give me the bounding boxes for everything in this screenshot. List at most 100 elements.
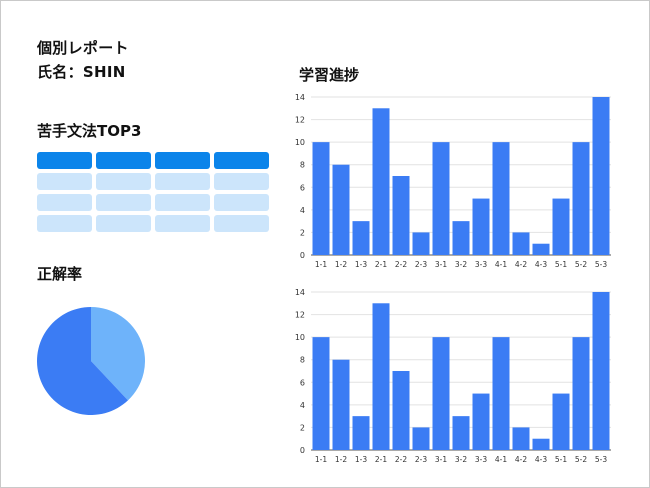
y-tick-label: 10 [295,333,305,342]
x-tick-label: 1-3 [355,260,367,269]
table-cell [155,173,210,190]
accuracy-pie-chart [37,307,145,415]
table-header-cell [214,152,269,169]
table-cell [214,173,269,190]
x-tick-label: 5-3 [595,455,607,464]
x-tick-label: 4-3 [535,260,547,269]
y-tick-label: 4 [300,206,305,215]
x-tick-label: 1-1 [315,455,327,464]
table-header-cell [155,152,210,169]
bar-5-2-b [572,337,590,450]
y-tick-label: 14 [295,93,305,102]
x-tick-label: 2-2 [395,455,407,464]
bar-2-2-a [392,176,410,255]
x-tick-label: 2-2 [395,260,407,269]
y-tick-label: 6 [300,378,305,387]
bar-3-2-b [452,416,470,450]
bar-1-3-a [352,221,370,255]
y-tick-label: 2 [300,228,305,237]
table-cell [37,173,92,190]
x-tick-label: 4-1 [495,260,507,269]
report-title: 個別レポート [37,39,129,57]
x-tick-label: 2-1 [375,455,387,464]
table-cell [96,194,151,211]
bar-2-3-a [412,232,430,255]
table-header-cell [37,152,92,169]
x-tick-label: 4-1 [495,455,507,464]
x-tick-label: 3-2 [455,260,467,269]
pie-slice-1 [91,307,145,401]
table-header-cell [96,152,151,169]
y-tick-label: 10 [295,138,305,147]
bar-2-1-a [372,108,390,256]
bar-1-1-a [312,142,330,255]
bar-2-2-b [392,371,410,450]
bar-5-3-a [592,97,610,255]
table-cell [214,215,269,232]
bar-1-2-b [332,359,350,450]
y-tick-label: 14 [295,288,305,297]
student-name: 氏名：SHIN [37,63,126,81]
bar-5-1-a [552,198,570,255]
table-cell [96,173,151,190]
x-tick-label: 2-3 [415,260,427,269]
pie-slice-0 [37,307,128,415]
bar-5-2-a [572,142,590,255]
progress-bar-chart-1: 0 2 4 6 8 10 12 14 1-1 1-2 1-3 2-1 2-2 2-3 3-1 3-2 3-3 4-… [295,93,611,269]
table-cell [155,215,210,232]
bar-2-3-b [412,427,430,450]
table-cell [214,194,269,211]
bar-3-1-b [432,337,450,450]
table-cell [96,215,151,232]
table-cell [155,194,210,211]
x-tick-label: 2-1 [375,260,387,269]
x-tick-label: 3-3 [475,260,487,269]
x-tick-label: 3-1 [435,455,447,464]
bar-3-3-a [472,198,490,255]
accuracy-title: 正解率 [37,265,83,283]
x-tick-label: 4-2 [515,260,527,269]
x-tick-label: 5-1 [555,455,567,464]
progress-bar-chart-2: 0 2 4 6 8 10 12 14 1-1 1-2 1-3 2-1 2-2 2-3 3-1 3-2 3-3 4-… [295,288,611,464]
table-cell [37,194,92,211]
bar-3-2-a [452,221,470,255]
bar-4-3-b [532,438,550,450]
bar-1-1-b [312,337,330,450]
x-tick-label: 3-2 [455,455,467,464]
y-tick-label: 4 [300,401,305,410]
bar-4-3-a [532,243,550,255]
x-tick-label: 2-3 [415,455,427,464]
bar-3-3-b [472,393,490,450]
x-tick-label: 1-3 [355,455,367,464]
weak-grammar-title: 苦手文法TOP3 [37,122,142,140]
x-tick-label: 1-1 [315,260,327,269]
weak-grammar-table [37,152,269,232]
x-tick-label: 1-2 [335,455,347,464]
y-tick-label: 0 [300,446,305,455]
bar-4-1-b [492,337,510,450]
y-tick-label: 6 [300,183,305,192]
bar-4-2-b [512,427,530,450]
table-cell [37,215,92,232]
y-tick-label: 0 [300,251,305,260]
x-tick-label: 5-2 [575,260,587,269]
x-tick-label: 1-2 [335,260,347,269]
x-tick-label: 4-3 [535,455,547,464]
x-tick-label: 3-1 [435,260,447,269]
bar-3-1-a [432,142,450,255]
bar-5-3-b [592,292,610,450]
y-tick-label: 8 [300,356,305,365]
x-tick-label: 5-3 [595,260,607,269]
x-tick-label: 3-3 [475,455,487,464]
y-tick-label: 12 [295,311,305,320]
bar-4-1-a [492,142,510,255]
bar-2-1-b [372,303,390,450]
bar-4-2-a [512,232,530,255]
x-tick-label: 5-2 [575,455,587,464]
bar-1-2-a [332,164,350,255]
y-tick-label: 8 [300,161,305,170]
x-tick-label: 4-2 [515,455,527,464]
progress-title: 学習進捗 [299,66,360,84]
x-tick-label: 5-1 [555,260,567,269]
